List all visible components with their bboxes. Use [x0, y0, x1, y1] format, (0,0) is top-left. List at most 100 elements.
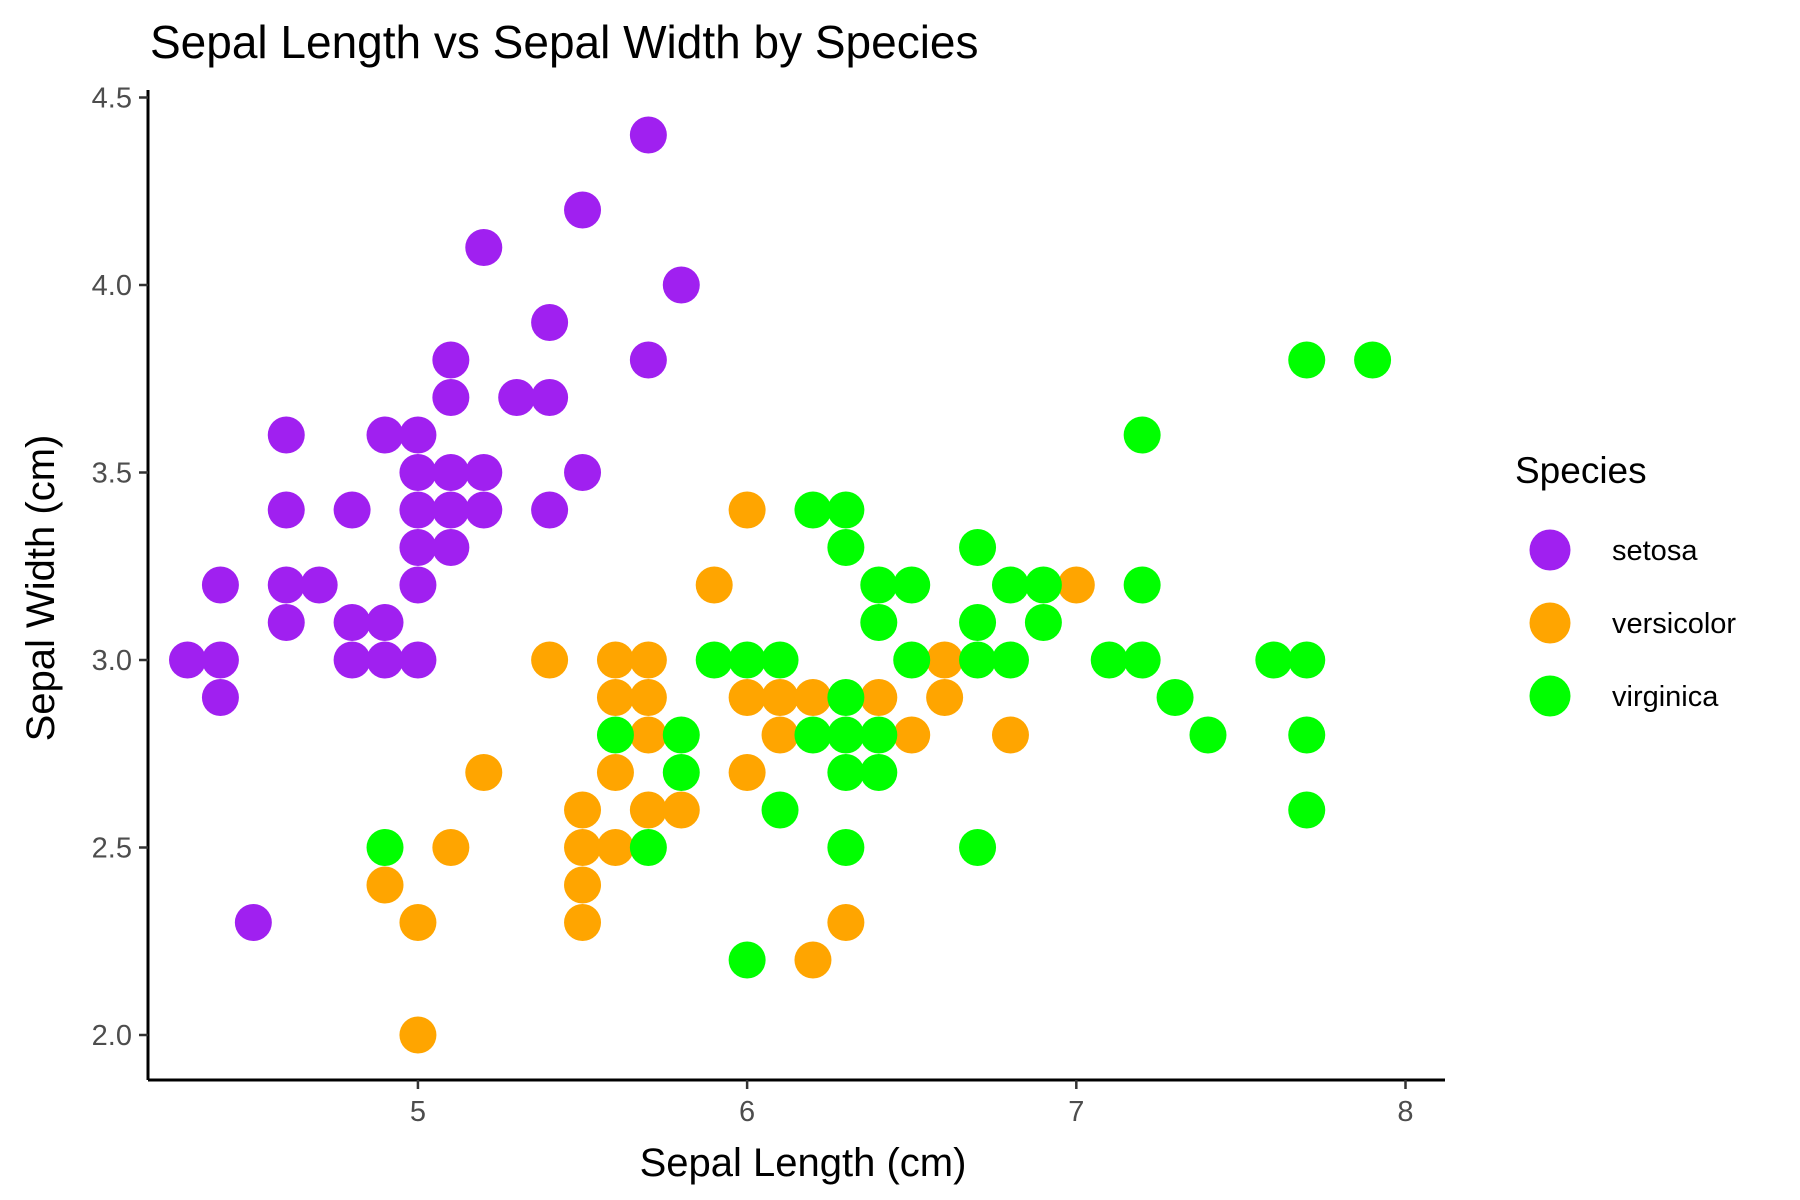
data-points	[169, 116, 1392, 1054]
data-point-virginica	[860, 754, 898, 791]
data-point-virginica	[596, 716, 634, 754]
data-point-virginica	[893, 566, 931, 604]
data-point-setosa	[399, 416, 437, 454]
data-point-versicolor	[564, 791, 602, 829]
data-point-versicolor	[629, 791, 667, 829]
series-versicolor	[366, 491, 1095, 1054]
data-point-setosa	[531, 491, 569, 529]
data-point-setosa	[629, 116, 667, 154]
series-setosa	[169, 116, 700, 941]
data-point-virginica	[1288, 341, 1326, 379]
data-point-setosa	[366, 604, 404, 641]
data-point-versicolor	[728, 754, 766, 791]
legend-key-virginica	[1529, 675, 1571, 717]
data-point-virginica	[761, 791, 799, 829]
data-point-versicolor	[761, 679, 799, 716]
data-point-versicolor	[728, 491, 766, 529]
data-point-virginica	[860, 716, 898, 754]
data-point-virginica	[1156, 679, 1194, 716]
data-point-versicolor	[662, 791, 700, 829]
data-point-virginica	[959, 641, 997, 679]
data-point-versicolor	[465, 754, 503, 791]
data-point-virginica	[827, 754, 865, 791]
y-tick-label: 3.5	[92, 458, 132, 490]
data-point-virginica	[662, 754, 700, 791]
data-point-setosa	[366, 416, 404, 454]
data-point-virginica	[1090, 641, 1128, 679]
data-point-virginica	[366, 829, 404, 866]
x-axis-title: Sepal Length (cm)	[640, 1141, 967, 1185]
data-point-virginica	[827, 829, 865, 866]
y-tick-label: 4.5	[92, 83, 132, 115]
data-point-versicolor	[695, 566, 733, 604]
data-point-versicolor	[893, 716, 931, 754]
data-point-virginica	[893, 641, 931, 679]
data-point-setosa	[498, 379, 536, 416]
y-tick-label: 2.5	[92, 833, 132, 865]
data-point-versicolor	[564, 866, 602, 904]
data-point-versicolor	[794, 679, 832, 716]
data-point-versicolor	[596, 641, 634, 679]
y-axis-title: Sepal Width (cm)	[19, 435, 63, 742]
x-tick-label: 7	[1068, 1096, 1084, 1128]
data-point-virginica	[1288, 791, 1326, 829]
y-tick-label: 3.0	[92, 645, 132, 677]
data-point-setosa	[267, 566, 305, 604]
data-point-virginica	[761, 641, 799, 679]
x-tick-label: 5	[410, 1096, 426, 1128]
legend-title: Species	[1515, 450, 1647, 491]
data-point-virginica	[959, 529, 997, 566]
data-point-setosa	[564, 191, 602, 229]
data-point-setosa	[432, 454, 470, 491]
y-tick-label: 2.0	[92, 1020, 132, 1052]
data-point-versicolor	[629, 641, 667, 679]
data-point-versicolor	[629, 716, 667, 754]
data-point-versicolor	[564, 829, 602, 866]
data-point-versicolor	[629, 679, 667, 716]
data-point-setosa	[432, 529, 470, 566]
data-point-virginica	[1255, 641, 1293, 679]
data-point-versicolor	[596, 829, 634, 866]
data-point-virginica	[1123, 566, 1161, 604]
data-point-virginica	[1288, 716, 1326, 754]
legend-key-versicolor	[1529, 602, 1571, 644]
data-point-versicolor	[761, 716, 799, 754]
data-point-setosa	[465, 229, 503, 266]
data-point-setosa	[267, 491, 305, 529]
data-point-setosa	[300, 566, 338, 604]
data-point-virginica	[1189, 716, 1227, 754]
data-point-virginica	[662, 716, 700, 754]
data-point-versicolor	[432, 829, 470, 866]
data-point-versicolor	[596, 679, 634, 716]
data-point-setosa	[531, 304, 569, 341]
data-point-versicolor	[399, 904, 437, 941]
data-point-versicolor	[531, 641, 569, 679]
data-point-setosa	[465, 454, 503, 491]
data-point-setosa	[432, 341, 470, 379]
legend-label-setosa: setosa	[1612, 535, 1698, 567]
data-point-virginica	[1288, 641, 1326, 679]
data-point-virginica	[794, 716, 832, 754]
data-point-virginica	[1123, 641, 1161, 679]
data-point-setosa	[267, 604, 305, 641]
data-point-versicolor	[728, 679, 766, 716]
data-point-setosa	[399, 529, 437, 566]
data-point-virginica	[827, 679, 865, 716]
data-point-setosa	[333, 641, 371, 679]
data-point-setosa	[662, 266, 700, 304]
data-point-setosa	[564, 454, 602, 491]
data-point-setosa	[201, 566, 239, 604]
y-tick-label: 4.0	[92, 270, 132, 302]
data-point-virginica	[794, 491, 832, 529]
x-tick-label: 6	[739, 1096, 755, 1128]
data-point-virginica	[1123, 416, 1161, 454]
data-point-versicolor	[399, 1016, 437, 1054]
data-point-virginica	[959, 604, 997, 641]
series-virginica	[366, 341, 1392, 979]
data-point-virginica	[991, 641, 1029, 679]
data-point-versicolor	[366, 866, 404, 904]
y-axis-ticks: 2.0 2.5 3.0 3.5 4.0 4.5	[92, 83, 148, 1052]
data-point-versicolor	[1057, 566, 1095, 604]
data-point-setosa	[399, 566, 437, 604]
